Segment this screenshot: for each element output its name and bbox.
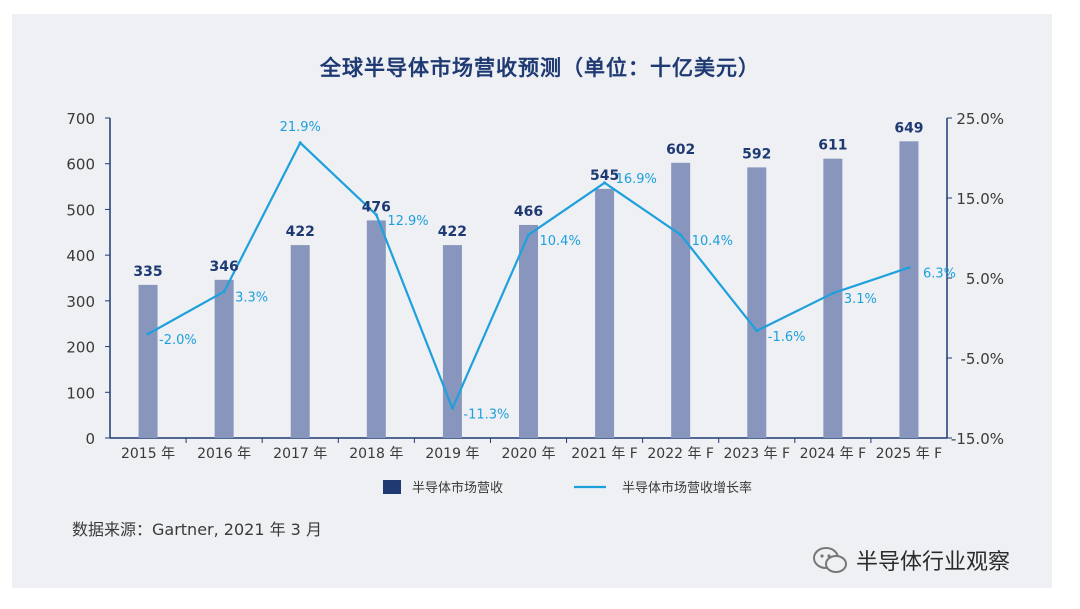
growth-point	[298, 141, 302, 145]
growth-point	[146, 332, 150, 336]
bar-value-label: 422	[438, 224, 467, 240]
y-left-tick-label: 300	[66, 293, 95, 311]
growth-value-label: 6.3%	[923, 267, 956, 282]
bar-value-label: 466	[514, 204, 543, 220]
y-left-tick-label: 0	[85, 430, 95, 448]
growth-value-label: -2.0%	[159, 333, 197, 348]
growth-value-label: 3.1%	[844, 292, 877, 307]
watermark-text: 半导体行业观察	[856, 550, 1011, 575]
bar-value-label: 476	[362, 199, 391, 215]
x-tick-label: 2023 年 F	[723, 446, 790, 462]
growth-value-label: 21.9%	[280, 120, 321, 135]
y-right-tick-label: 15.0%	[956, 190, 1004, 208]
growth-point	[374, 213, 378, 217]
bar	[671, 162, 691, 439]
growth-value-label: 3.3%	[235, 291, 268, 306]
bars-group	[138, 141, 919, 439]
bar	[214, 279, 234, 438]
line-group	[146, 141, 911, 410]
growth-point	[679, 233, 683, 237]
y-right-tick-label: -15.0%	[951, 430, 1004, 448]
legend: 半导体市场营收 半导体市场营收增长率	[383, 480, 752, 496]
growth-point	[450, 406, 454, 410]
bar-value-label: 649	[894, 120, 923, 136]
bar	[899, 141, 919, 439]
watermark: 半导体行业观察	[812, 540, 1052, 580]
growth-point	[222, 290, 226, 294]
bar	[366, 220, 386, 438]
growth-value-label: 10.4%	[692, 234, 733, 249]
y-left-tick-label: 600	[66, 156, 95, 174]
growth-point	[527, 233, 530, 237]
growth-value-label: 10.4%	[540, 234, 581, 249]
growth-point	[831, 291, 835, 295]
x-tick-label: 2022 年 F	[647, 446, 714, 462]
legend-bar-swatch	[383, 480, 401, 494]
bar	[138, 284, 158, 438]
legend-line-label: 半导体市场营收增长率	[622, 480, 752, 496]
bar	[747, 167, 767, 438]
y-right-tick-label: -5.0%	[960, 350, 1004, 368]
bar	[442, 245, 462, 438]
x-tick-label: 2021 年 F	[571, 446, 638, 462]
x-tick-label: 2017 年	[273, 446, 327, 462]
y-left-tick-label: 700	[66, 110, 95, 128]
growth-point	[907, 266, 911, 270]
labels-group: 335 346 422 476 422 466 545 602 592 611 649 -2.0% 3.…	[133, 120, 956, 423]
bar	[519, 224, 538, 438]
chart-title: 全球半导体市场营收预测（单位：十亿美元）	[320, 56, 760, 80]
y-left-tick-label: 400	[66, 247, 95, 265]
bar-value-label: 545	[590, 168, 619, 184]
source-note: 数据来源：Gartner, 2021 年 3 月	[72, 520, 322, 539]
growth-point	[603, 181, 607, 185]
growth-value-label: 16.9%	[616, 172, 657, 187]
axes-group: 0 100 200 300 400 500 600 700 -15.0% -5.0% 5.0% 15.…	[66, 110, 1004, 462]
growth-value-label: -1.6%	[768, 330, 806, 345]
bar-value-label: 602	[666, 142, 695, 158]
x-tick-label: 2016 年	[197, 446, 251, 462]
bar	[290, 245, 310, 438]
y-right-tick-label: 25.0%	[956, 110, 1004, 128]
bar-value-label: 335	[133, 264, 162, 280]
y-left-tick-label: 500	[66, 201, 95, 219]
bar-value-label: 611	[818, 138, 847, 154]
y-right-tick-label: 5.0%	[966, 270, 1004, 288]
x-tick-label: 2020 年	[501, 446, 555, 462]
bar-value-label: 592	[742, 146, 771, 162]
growth-value-label: -11.3%	[463, 407, 509, 422]
wechat-icon	[813, 547, 847, 573]
x-tick-label: 2024 年 F	[800, 446, 867, 462]
x-tick-label: 2019 年	[425, 446, 479, 462]
bar-value-label: 346	[210, 259, 239, 275]
x-tick-label: 2025 年 F	[876, 446, 943, 462]
y-left-tick-label: 200	[66, 339, 95, 357]
growth-value-label: 12.9%	[387, 214, 428, 229]
legend-bar-label: 半导体市场营收	[412, 480, 503, 496]
y-left-tick-label: 100	[66, 384, 95, 402]
bar-value-label: 422	[286, 224, 315, 240]
bar	[595, 188, 615, 438]
bar	[823, 158, 843, 438]
growth-point	[755, 329, 759, 333]
x-tick-label: 2018 年	[349, 446, 403, 462]
x-tick-label: 2015 年	[121, 446, 175, 462]
